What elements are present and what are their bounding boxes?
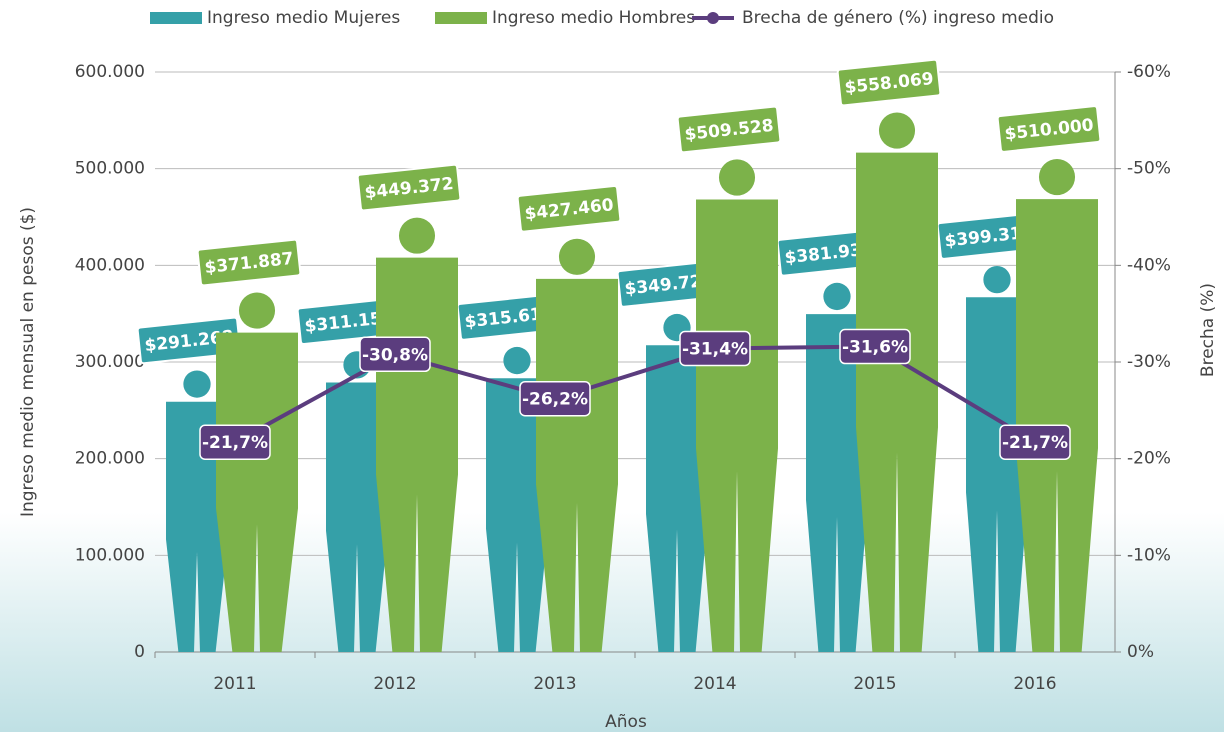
gap-label: -31,4% [682, 339, 748, 359]
legend-label: Ingreso medio Hombres [492, 8, 695, 28]
x-tick-label: 2016 [1013, 674, 1056, 694]
y2-tick-label: -60% [1127, 62, 1171, 82]
x-tick-label: 2013 [533, 674, 576, 694]
y2-tick-label: -20% [1127, 449, 1171, 469]
x-tick-label: 2012 [373, 674, 416, 694]
y-tick-label: 300.000 [75, 352, 145, 372]
y-tick-label: 200.000 [75, 449, 145, 469]
chart: Ingreso medio mensual en pesos ($) Brech… [0, 0, 1224, 732]
y2-axis-label: Brecha (%) [1198, 283, 1218, 377]
y2-tick-label: -10% [1127, 545, 1171, 565]
x-tick-label: 2014 [693, 674, 736, 694]
x-tick-label: 2015 [853, 674, 896, 694]
legend-marker [707, 12, 719, 24]
y2-tick-label: 0% [1127, 642, 1154, 662]
y-axis-label: Ingreso medio mensual en pesos ($) [18, 207, 38, 517]
y2-tick-label: -30% [1127, 352, 1171, 372]
y2-tick-label: -50% [1127, 159, 1171, 179]
gap-label: -26,2% [522, 390, 588, 410]
y-tick-label: 0 [134, 642, 145, 662]
gap-label: -30,8% [362, 345, 428, 365]
gap-label: -21,7% [202, 433, 268, 453]
x-axis-label: Años [605, 712, 647, 732]
legend-swatch [435, 12, 487, 24]
legend-label: Brecha de género (%) ingreso medio [742, 8, 1054, 28]
y-tick-label: 500.000 [75, 159, 145, 179]
gap-label: -31,6% [842, 338, 908, 358]
y-tick-label: 600.000 [75, 62, 145, 82]
y-tick-label: 100.000 [75, 545, 145, 565]
legend-label: Ingreso medio Mujeres [207, 8, 400, 28]
x-tick-label: 2011 [213, 674, 256, 694]
gap-label: -21,7% [1002, 433, 1068, 453]
y2-tick-label: -40% [1127, 255, 1171, 275]
y-tick-label: 400.000 [75, 255, 145, 275]
legend-swatch [150, 12, 202, 24]
